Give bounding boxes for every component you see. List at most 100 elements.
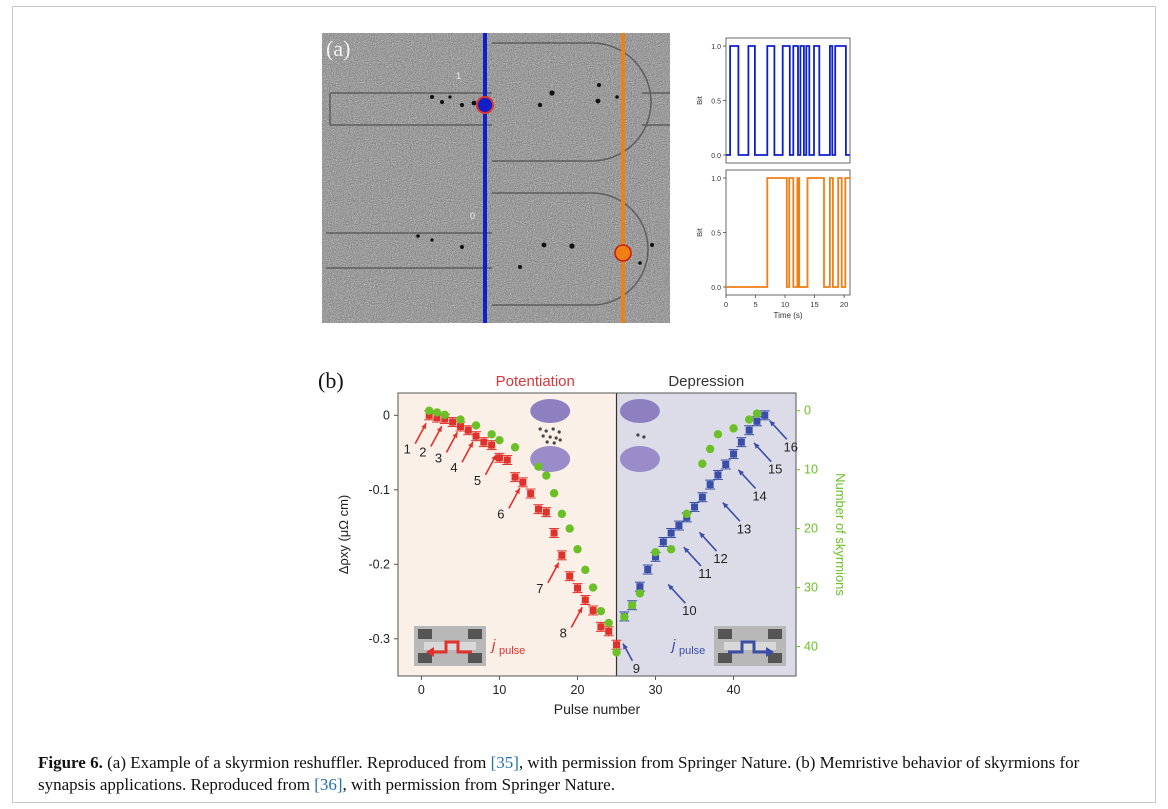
- synapse-depression-icon: [619, 399, 660, 472]
- annotation-arrowhead-16: [769, 420, 776, 427]
- data-point-square: [558, 551, 566, 559]
- annotation-label-2: 2: [419, 445, 426, 460]
- pulse-arrow: [728, 640, 768, 654]
- data-point-square: [456, 423, 464, 431]
- neurotransmitter-dot: [548, 435, 552, 439]
- bit-trace-panel-top: 0.0 0.5 1.0 Bit: [695, 37, 851, 164]
- potentiation-title: Potentiation: [496, 373, 575, 390]
- annotation-arrowhead-6: [514, 488, 520, 495]
- data-point-circle: [495, 435, 504, 445]
- data-point-square: [714, 471, 722, 479]
- y-tick-label: 1.0: [711, 176, 721, 183]
- neurotransmitter-dot: [636, 433, 640, 437]
- x-tick-label: 10: [492, 683, 506, 697]
- data-point-circle: [752, 409, 762, 418]
- data-point-square: [542, 508, 550, 516]
- pulse-arrow: [432, 640, 472, 654]
- data-point-square: [472, 432, 480, 440]
- data-point-circle: [534, 462, 543, 471]
- neurotransmitter-dot: [551, 427, 555, 431]
- bit-trace-frame: [725, 169, 851, 296]
- depression-device-inset: [714, 626, 786, 666]
- y2-tick-label: 0: [804, 404, 811, 418]
- data-point-circle: [604, 618, 613, 628]
- data-point-circle: [635, 589, 645, 598]
- annotation-arrowhead-12: [699, 532, 705, 539]
- data-point-circle: [565, 524, 574, 533]
- x-tick-label: 40: [727, 683, 741, 697]
- pulse-arrowhead: [766, 647, 774, 657]
- skyrmion-count-series: [425, 406, 762, 657]
- caption-ref-36[interactable]: [36]: [314, 775, 343, 794]
- annotation-label-14: 14: [752, 488, 766, 503]
- y-tick-label: -0.1: [368, 483, 390, 497]
- annotation-label-12: 12: [713, 551, 727, 566]
- data-point-square: [449, 418, 457, 426]
- skyrmion-microscopy-image: 1 0: [322, 33, 670, 323]
- data-point-square: [581, 596, 589, 604]
- microscopy-svg: 1 0: [322, 33, 670, 323]
- data-point-square: [605, 627, 613, 635]
- data-point-square: [722, 460, 730, 468]
- caption-ref-35[interactable]: [35]: [490, 753, 519, 772]
- x-tick-label: 0: [724, 300, 728, 309]
- data-point-square: [753, 417, 761, 425]
- data-point-square: [644, 566, 652, 574]
- neurotransmitter-dot: [545, 440, 549, 444]
- blue-readout-marker: [476, 96, 494, 114]
- x-tick-label: 20: [571, 683, 585, 697]
- neurotransmitter-dot: [552, 441, 556, 445]
- panel-b-label: (b): [318, 368, 344, 393]
- annotation-label-5: 5: [474, 473, 481, 488]
- device-pad: [418, 629, 432, 639]
- device-pad: [468, 629, 482, 639]
- image-label-1: 1: [456, 71, 461, 81]
- data-point-circle: [744, 415, 754, 424]
- device-channel: [424, 642, 476, 650]
- data-point-square: [519, 478, 527, 486]
- figure-caption: Figure 6. (a) Example of a skyrmion resh…: [38, 752, 1138, 796]
- y-axis-label: Bit: [695, 227, 704, 237]
- neurotransmitter-dot: [538, 427, 542, 431]
- neurotransmitter-dot: [554, 436, 558, 440]
- caption-text-2: , with permission from Springer Nature. …: [38, 753, 1080, 794]
- annotation-label-4: 4: [450, 460, 457, 475]
- data-point-square: [652, 553, 660, 561]
- pulse-arrowhead: [426, 647, 434, 657]
- neurotransmitter-dot: [541, 434, 545, 438]
- annotation-label-8: 8: [560, 626, 567, 641]
- y-axis-label: Δρxy (μΩ cm): [336, 495, 351, 575]
- data-point-square: [706, 481, 714, 489]
- orange-readout-marker: [614, 244, 632, 262]
- y2-tick-label: 40: [804, 640, 818, 654]
- data-point-square: [667, 529, 675, 537]
- annotation-arrowhead-14: [738, 469, 744, 476]
- annotation-arrowhead-10: [668, 584, 674, 591]
- data-point-square: [573, 584, 581, 592]
- y2-tick-label: 30: [804, 581, 818, 595]
- neurotransmitter-dot: [544, 429, 548, 433]
- annotation-label-15: 15: [768, 462, 782, 477]
- data-point-square: [691, 503, 699, 511]
- data-point-square: [441, 415, 449, 423]
- bit-trace-line: [726, 45, 850, 156]
- y-tick-label: 0.0: [711, 285, 721, 292]
- annotation-arrowhead-13: [722, 502, 729, 509]
- potentiation-jpulse-label: j: [490, 637, 496, 654]
- data-point-square: [527, 490, 535, 498]
- data-point-circle: [510, 443, 520, 452]
- y2-tick-label: 20: [804, 522, 818, 536]
- synapse-pre-terminal: [530, 399, 571, 423]
- data-point-circle: [596, 606, 606, 616]
- data-point-square: [503, 456, 511, 464]
- y-axis-label: Bit: [695, 95, 704, 105]
- potentiation-jpulse-sub: pulse: [499, 645, 525, 657]
- data-point-circle: [432, 408, 442, 417]
- data-point-circle: [471, 421, 481, 430]
- bit-trace-panel-bottom: 0.0 0.5 1.0 Bit 0 5 10 15 20 Time (s): [695, 169, 851, 320]
- neurotransmitter-dot: [558, 438, 562, 442]
- depression-jpulse-sub: pulse: [679, 645, 705, 657]
- data-point-circle: [651, 547, 660, 557]
- x-tick-label: 5: [753, 300, 757, 309]
- data-point-square: [613, 641, 621, 649]
